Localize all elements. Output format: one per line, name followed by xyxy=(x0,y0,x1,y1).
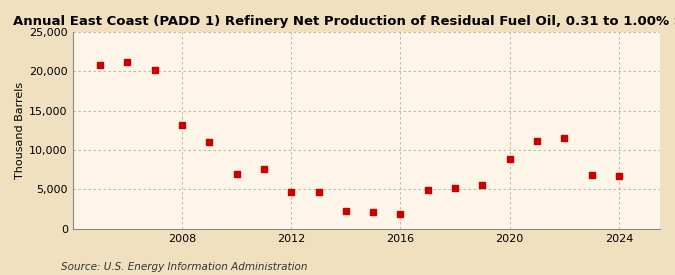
Point xyxy=(477,183,488,188)
Point xyxy=(231,172,242,177)
Title: Annual East Coast (PADD 1) Refinery Net Production of Residual Fuel Oil, 0.31 to: Annual East Coast (PADD 1) Refinery Net … xyxy=(13,15,675,28)
Point xyxy=(177,123,188,127)
Point xyxy=(286,190,296,195)
Point xyxy=(313,190,324,195)
Point xyxy=(587,173,597,177)
Y-axis label: Thousand Barrels: Thousand Barrels xyxy=(15,82,25,179)
Point xyxy=(423,188,433,192)
Point xyxy=(450,186,460,190)
Point xyxy=(259,167,269,171)
Point xyxy=(614,174,624,178)
Text: Source: U.S. Energy Information Administration: Source: U.S. Energy Information Administ… xyxy=(61,262,307,272)
Point xyxy=(395,211,406,216)
Point xyxy=(122,60,133,64)
Point xyxy=(504,157,515,162)
Point xyxy=(95,63,105,67)
Point xyxy=(204,140,215,144)
Point xyxy=(368,210,379,214)
Point xyxy=(340,209,351,213)
Point xyxy=(559,136,570,140)
Point xyxy=(532,139,543,144)
Point xyxy=(149,68,160,73)
